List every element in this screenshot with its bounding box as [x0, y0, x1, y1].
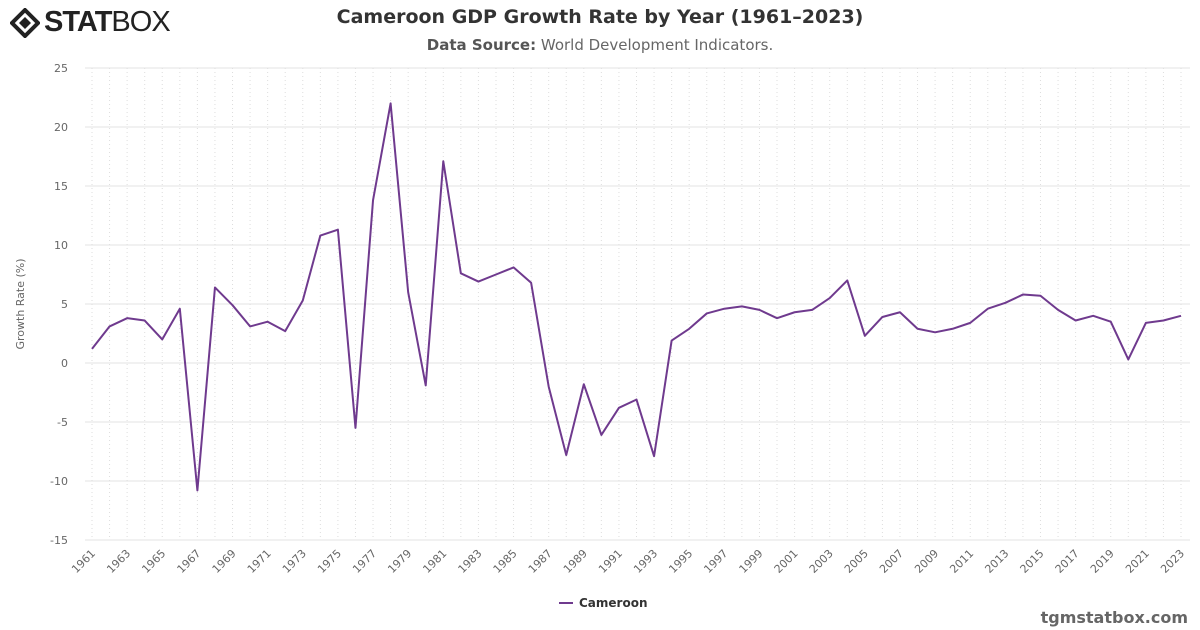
x-tick-label: 1967	[175, 547, 204, 576]
x-tick-label: 1961	[69, 547, 98, 576]
y-tick-label: -10	[50, 475, 68, 488]
x-tick-label: 1999	[737, 547, 766, 576]
diamond-logo-icon	[10, 7, 40, 38]
x-tick-label: 1975	[315, 547, 344, 576]
source-label: Data Source:	[426, 36, 537, 54]
x-tick-label: 2019	[1088, 547, 1117, 576]
x-tick-label: 1997	[701, 547, 730, 576]
x-tick-label: 2007	[877, 547, 906, 576]
y-tick-label: -15	[50, 534, 68, 547]
source-value: World Development Indicators.	[540, 36, 774, 54]
x-tick-label: 1969	[210, 547, 239, 576]
x-tick-label: 1973	[280, 547, 309, 576]
x-tick-label: 2001	[772, 547, 801, 576]
x-tick-label: 1989	[561, 547, 590, 576]
x-tick-label: 2015	[1018, 547, 1047, 576]
chart-subtitle: Data Source: World Development Indicator…	[0, 36, 1200, 54]
series-line-cameroon	[91, 102, 1182, 492]
x-tick-label: 2021	[1123, 547, 1152, 576]
x-tick-label: 2005	[842, 547, 871, 576]
y-tick-label: 10	[54, 239, 68, 252]
y-tick-label: 20	[54, 121, 68, 134]
site-url: tgmstatbox.com	[1040, 608, 1188, 627]
y-tick-label: 5	[61, 298, 68, 311]
x-tick-label: 1979	[385, 547, 414, 576]
y-tick-label: 25	[54, 62, 68, 75]
y-tick-label: -5	[57, 416, 68, 429]
x-tick-label: 1987	[526, 547, 555, 576]
x-tick-label: 1981	[420, 547, 449, 576]
x-tick-label: 1983	[456, 547, 485, 576]
x-tick-label: 1995	[666, 547, 695, 576]
x-tick-label: 2017	[1053, 547, 1082, 576]
x-tick-label: 1963	[104, 547, 133, 576]
legend-item: Cameroon	[579, 596, 648, 610]
x-tick-label: 2013	[982, 547, 1011, 576]
chart-title: Cameroon GDP Growth Rate by Year (1961–2…	[336, 6, 864, 28]
x-tick-label: 1971	[245, 547, 274, 576]
x-tick-label: 1993	[631, 547, 660, 576]
y-axis-label: Growth Rate (%)	[14, 258, 27, 349]
x-tick-label: 2023	[1158, 547, 1187, 576]
x-tick-label: 1965	[139, 547, 168, 576]
x-tick-label: 1991	[596, 547, 625, 576]
x-tick-label: 1985	[491, 547, 520, 576]
logo-text: STATBOX	[44, 6, 171, 38]
x-tick-label: 2009	[912, 547, 941, 576]
x-tick-label: 2011	[947, 547, 976, 576]
x-tick-label: 1977	[350, 547, 379, 576]
statbox-logo: STATBOX	[10, 6, 171, 39]
x-tick-label: 2003	[807, 547, 836, 576]
y-tick-label: 15	[54, 180, 68, 193]
y-tick-label: 0	[61, 357, 68, 370]
